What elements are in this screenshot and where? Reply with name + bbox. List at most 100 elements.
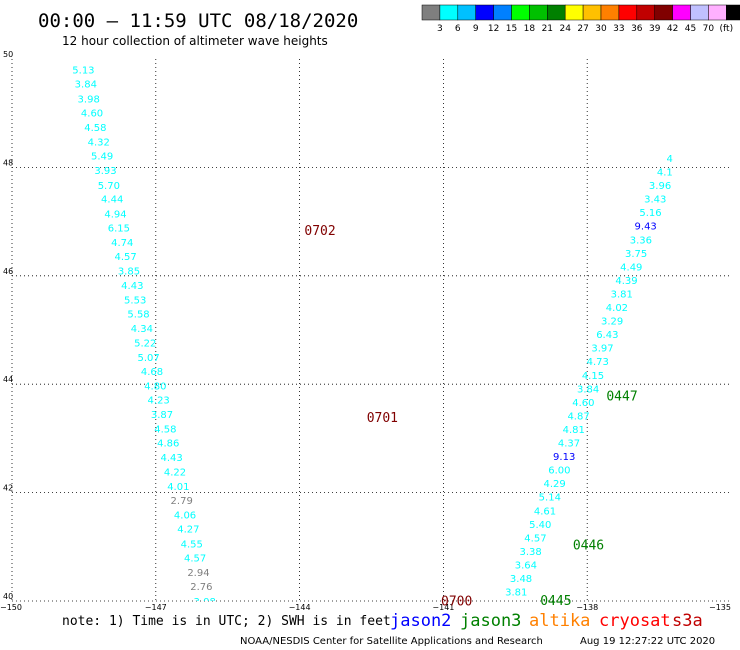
wave-height-label: 4.02 [606,303,628,314]
x-tick-label: −144 [289,603,311,612]
legend-label: 33 [613,24,624,34]
wave-height-label: 4.06 [174,511,196,522]
mission-s3a: s3a [672,611,703,631]
pass-time-label: 0700 [441,594,472,609]
wave-height-label: 4.01 [167,482,189,493]
mission-cryosat: cryosat [599,611,671,631]
pass-times: 0702 0701 0700 0447 0446 0445 [304,224,637,609]
x-tick-label: −147 [145,603,167,612]
legend-label: 70 [703,24,715,34]
wave-height-label: 4.44 [101,195,123,206]
legend-swatch [421,4,441,21]
legend-label: 36 [631,24,643,34]
legend-swatch [564,4,584,21]
legend-label: 45 [685,24,696,34]
legend-swatch [493,4,512,21]
legend-swatch [690,4,709,21]
wave-height-label: 3.93 [94,166,116,177]
legend-swatch [726,4,740,21]
wave-height-label: 4.87 [567,411,589,422]
wave-height-label: 5.53 [124,295,146,306]
pass-time-label: 0446 [573,539,604,554]
legend-label: 18 [524,24,536,34]
wave-height-label: 5.70 [98,181,120,192]
chart-subtitle: 12 hour collection of altimeter wave hei… [62,34,328,48]
wave-height-label: 6.15 [108,223,130,234]
mission-altika: altika [529,611,590,631]
y-tick-label: 48 [3,158,13,167]
generated-timestamp: Aug 19 12:27:22 UTC 2020 [580,636,715,647]
wave-height-label: 4.49 [620,262,642,273]
wave-height-label: 5.16 [639,208,661,219]
wave-height-label: 5.58 [127,310,149,321]
legend-swatch [600,4,620,21]
wave-height-label: 3.75 [625,249,647,260]
wave-height-label: 3.29 [601,317,623,328]
credit-line: NOAA/NESDIS Center for Satellite Applica… [240,636,543,647]
wave-height-label: 5.22 [134,338,156,349]
legend-swatch [529,4,548,21]
x-tick-label: −135 [709,603,731,612]
wave-height-label: 4.1 [657,168,673,179]
wave-height-label: 3.38 [520,547,542,558]
mission-jason2: jason2 [390,611,451,631]
x-tick-label: −138 [576,603,598,612]
wave-height-label: 3.81 [505,588,527,599]
wave-height-label: 4.34 [131,324,153,335]
pass-time-label: 0701 [367,411,398,426]
x-tick-label: −141 [432,603,454,612]
legend-label: 15 [506,24,517,34]
legend-swatch [439,4,459,21]
legend-swatch [708,4,727,21]
wave-height-label: 2.76 [190,582,212,593]
wave-height-label: 4.74 [111,238,133,249]
y-tick-label: 44 [3,375,13,384]
wave-height-label: 4.55 [181,539,203,550]
wave-height-label: 4.61 [534,506,556,517]
wave-height-label: 3.08 [194,597,216,608]
pass-time-label: 0447 [606,389,637,404]
legend-swatch [511,4,530,21]
wave-height-label: 2.79 [171,496,193,507]
legend-label: 12 [488,24,499,34]
wave-height-label: 4.32 [88,138,110,149]
wave-height-label: 4.94 [104,209,126,220]
wave-height-label: 4.27 [177,525,199,536]
wave-height-label: 9.13 [553,452,575,463]
legend-label: 24 [559,24,571,34]
y-tick-label: 50 [3,50,13,59]
wave-height-label: 4.22 [164,467,186,478]
legend-label: 42 [667,24,678,34]
wave-height-label: 3.64 [515,560,537,571]
wave-height-label: 4.86 [157,439,179,450]
wave-height-label: 2.94 [187,568,209,579]
wave-height-label: 3.85 [118,267,140,278]
legend-label: 3 [437,24,443,34]
pass-time-label: 0445 [540,594,571,609]
wave-height-label: 5.49 [91,151,113,162]
wave-height-label: 5.14 [539,493,561,504]
legend-label: 30 [595,24,607,34]
wave-height-label: 3.96 [649,181,671,192]
chart-title: 00:00 – 11:59 UTC 08/18/2020 [38,10,358,32]
wave-height-label: 4.60 [572,398,594,409]
wave-height-label: 4.73 [587,357,609,368]
color-scale-legend: 3 6 9 12 15 18 21 24 27 30 33 36 39 42 45 70 (ft) [421,4,740,34]
wave-height-label: 3.36 [630,235,652,246]
wave-height-label: 4.43 [121,281,143,292]
wave-height-label: 4.37 [558,439,580,450]
wave-height-label: 4.57 [524,533,546,544]
axes: −150 −147 −144 −141 −138 −135 40 42 44 46 48 50 [0,50,731,612]
wave-height-label: 4.57 [114,252,136,263]
pass-time-label: 0702 [304,224,335,239]
legend-swatch [618,4,638,21]
wave-height-label: 3.84 [577,384,599,395]
x-tick-label: −150 [0,603,22,612]
legend-swatch [475,4,494,21]
wave-height-label: 9.43 [635,222,657,233]
plot-frame: −150 −147 −144 −141 −138 −135 40 42 44 46 48 50 5.1… [0,50,731,612]
legend-swatch [654,4,673,21]
wave-height-label: 5.13 [72,66,94,77]
y-tick-label: 42 [3,484,13,493]
